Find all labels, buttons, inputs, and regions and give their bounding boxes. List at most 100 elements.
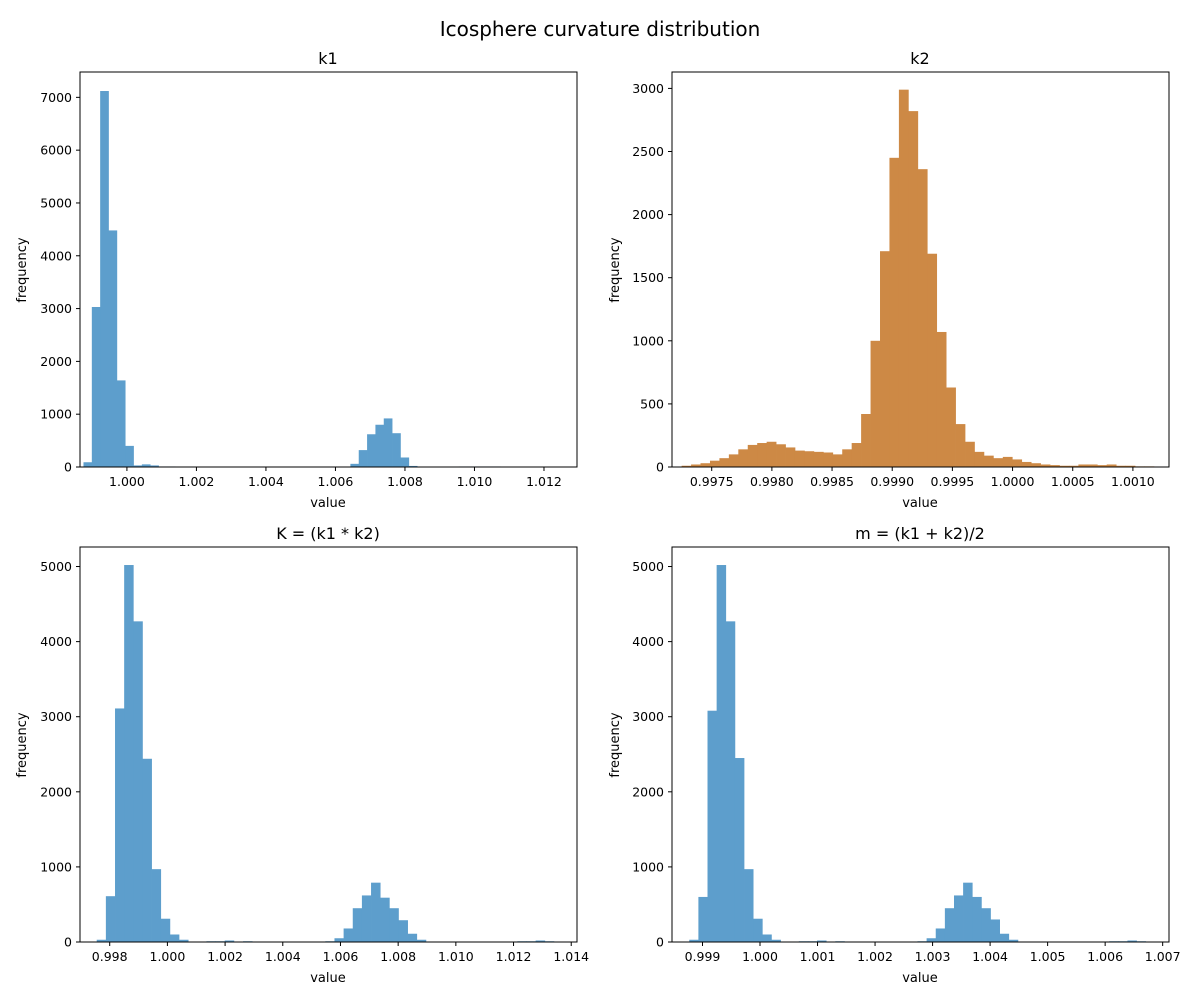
histogram-bar <box>719 458 730 467</box>
histogram-bar <box>1021 461 1032 467</box>
x-tick-label: 1.003 <box>915 949 951 964</box>
histogram-bar <box>954 895 964 942</box>
x-tick-label: 1.002 <box>207 949 243 964</box>
histogram-bar <box>927 253 938 467</box>
y-tick-label: 2000 <box>632 207 664 222</box>
axes-frame <box>671 71 1170 468</box>
histogram-bar <box>1031 463 1041 467</box>
histogram-bar <box>1059 465 1070 467</box>
y-tick-label: 2000 <box>40 354 72 369</box>
histogram-bars <box>681 89 1155 468</box>
histogram-bar <box>350 463 360 467</box>
histogram-bar <box>416 939 427 942</box>
x-tick-label: 1.014 <box>553 949 589 964</box>
histogram-bar <box>535 940 546 942</box>
y-tick-label: 0 <box>656 935 664 950</box>
x-tick-label: 1.006 <box>318 474 354 489</box>
histogram-bar <box>383 418 393 467</box>
histogram-bar <box>794 450 805 467</box>
x-tick-label: 1.004 <box>972 949 1008 964</box>
histogram-bar <box>963 882 973 942</box>
histogram-bar <box>115 708 125 942</box>
x-tick-label: 1.004 <box>248 474 284 489</box>
histogram-bar <box>728 454 739 467</box>
y-tick-label: 500 <box>640 396 664 411</box>
plot-area: 0.9975 0.9980 0.9985 0.9990 0.9995 1.0000 1.00… <box>632 71 1170 489</box>
histogram-bar <box>691 464 701 467</box>
histogram-bar <box>169 934 180 942</box>
histogram-bar <box>83 462 93 467</box>
y-tick-label: 0 <box>64 460 72 475</box>
histogram-bar <box>133 621 143 942</box>
histogram-bar <box>116 380 126 467</box>
panel-mean-curvature: m = (k1 + k2)/2 value frequency 0.999 1.0… <box>608 524 1181 986</box>
histogram-bar <box>926 938 937 942</box>
x-tick-label: 1.010 <box>438 949 474 964</box>
histogram-bar <box>1127 940 1137 942</box>
histogram-bar <box>400 457 410 467</box>
histogram-bar <box>832 454 843 467</box>
histogram-bar <box>367 434 376 467</box>
histogram-bar <box>1087 464 1098 467</box>
panel-title: K = (k1 * k2) <box>276 524 380 543</box>
histogram-bar <box>766 441 777 467</box>
panel-title: k2 <box>910 49 929 68</box>
x-tick-label: 1.008 <box>380 949 416 964</box>
histogram-bar <box>999 933 1010 942</box>
x-tick-label: 1.005 <box>1030 949 1066 964</box>
y-tick-label: 0 <box>64 935 72 950</box>
histogram-bar <box>725 621 736 942</box>
histogram-bar <box>955 424 966 467</box>
panel-k1: k1 value frequency 1.000 1.002 1.004 1.006 1… <box>15 49 578 511</box>
x-tick-label: 0.999 <box>685 949 721 964</box>
histogram-bar <box>151 869 162 942</box>
panel-k2: k2 value frequency 0.9975 0.9980 0.9985 0.9… <box>608 49 1170 511</box>
y-tick-label: 7000 <box>40 90 72 105</box>
y-axis-label: frequency <box>608 712 623 778</box>
histogram-bar <box>1040 464 1051 467</box>
y-tick-label: 3000 <box>40 709 72 724</box>
histogram-bar <box>817 940 827 942</box>
histogram-bar <box>972 896 982 942</box>
histogram-bar <box>371 882 381 942</box>
x-tick-label: 1.0005 <box>1051 474 1095 489</box>
y-tick-label: 1000 <box>632 859 664 874</box>
x-tick-label: 1.0000 <box>991 474 1035 489</box>
y-axis-label: frequency <box>608 237 623 303</box>
y-tick-label: 4000 <box>40 248 72 263</box>
plot-area: 1.000 1.002 1.004 1.006 1.008 1.010 1.012 0 1000… <box>40 71 578 489</box>
histogram-bar <box>407 933 418 942</box>
y-tick-label: 1000 <box>632 333 664 348</box>
histogram-bar <box>1008 939 1019 942</box>
y-tick-label: 5000 <box>632 559 664 574</box>
histogram-bar <box>804 451 815 467</box>
histogram-bar <box>142 758 152 942</box>
x-tick-label: 1.002 <box>857 949 893 964</box>
axes-frame <box>79 71 578 468</box>
panel-gaussian-curvature: K = (k1 * k2) value frequency 0.998 1.000… <box>15 524 589 986</box>
histogram-bars <box>83 91 501 467</box>
histogram-bars <box>689 565 1147 942</box>
histogram-bar <box>908 111 919 468</box>
histogram-bar <box>1068 465 1079 467</box>
histogram-bar <box>224 940 235 942</box>
histogram-bar <box>734 758 745 942</box>
histogram-bar <box>880 251 890 467</box>
y-tick-label: 1000 <box>40 407 72 422</box>
histogram-bar <box>100 91 109 467</box>
histogram-bar <box>974 451 985 467</box>
histogram-bar <box>744 869 754 942</box>
y-tick-label: 5000 <box>40 559 72 574</box>
x-tick-label: 1.000 <box>742 949 778 964</box>
histogram-bar <box>762 934 772 942</box>
histogram-bar <box>813 451 824 467</box>
histogram-bar <box>408 465 418 467</box>
plot-area: 0.998 1.000 1.002 1.004 1.006 1.008 1.010 1.012… <box>40 546 589 964</box>
histogram-bar <box>389 908 399 942</box>
histogram-bar <box>133 465 143 467</box>
y-tick-label: 1000 <box>40 859 72 874</box>
histogram-bar <box>981 908 991 942</box>
histogram-bar <box>1002 456 1013 467</box>
histogram-bar <box>392 433 401 467</box>
x-tick-label: 1.006 <box>1087 949 1123 964</box>
